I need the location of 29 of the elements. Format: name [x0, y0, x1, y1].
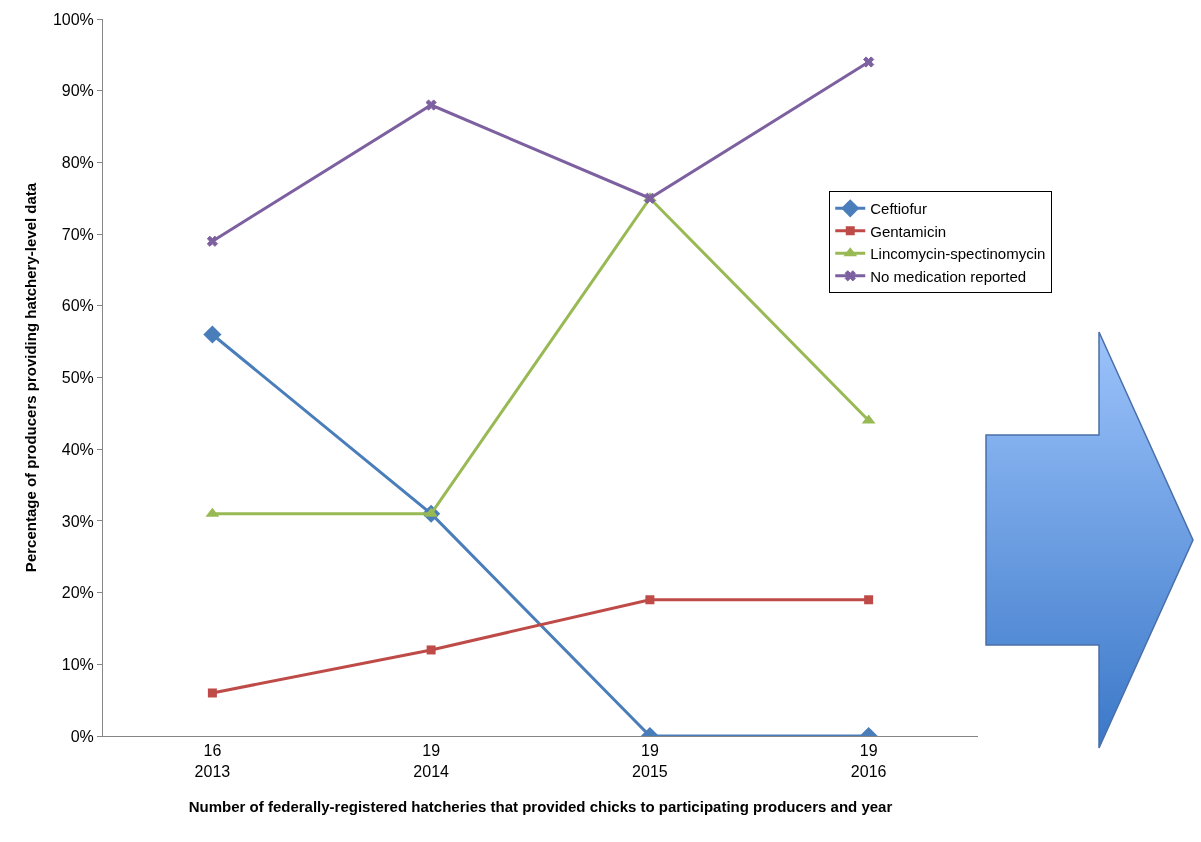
y-tick-label: 10%: [61, 655, 94, 673]
point: [425, 99, 437, 111]
legend-label: No medication reported: [870, 267, 1027, 285]
y-axis-title: Percentage of producers providing hatchery-level data: [22, 182, 40, 573]
y-tick-label: 90%: [61, 82, 94, 100]
y-tick-label: 30%: [61, 512, 94, 530]
y-tick-label: 100%: [52, 10, 94, 28]
point: [203, 325, 222, 344]
y-tick-label: 0%: [70, 727, 94, 745]
point: [864, 595, 874, 605]
legend-label: Ceftiofur: [870, 200, 927, 218]
point: [426, 645, 436, 655]
x-tick-label: 19 2016: [850, 742, 887, 780]
y-tick-label: 60%: [61, 297, 94, 315]
y-tick-label: 70%: [61, 225, 94, 243]
y-tick-label: 40%: [61, 440, 94, 458]
point: [863, 56, 875, 68]
legend-label: Lincomycin-spectinomycin: [870, 245, 1046, 263]
y-tick-label: 80%: [61, 154, 94, 171]
legend-label: Gentamicin: [870, 222, 947, 240]
y-tick-label: 50%: [61, 369, 94, 387]
point: [206, 235, 218, 247]
point: [645, 595, 655, 605]
point: [207, 688, 217, 698]
x-tick-label: 19 2014: [413, 742, 450, 780]
y-tick-label: 20%: [61, 584, 94, 602]
x-tick-label: 19 2015: [632, 742, 668, 780]
x-tick-label: 16 2013: [194, 742, 231, 780]
x-axis-title: Number of federally-registered hatcheries that provided chicks to participating producers and year: [188, 798, 893, 815]
